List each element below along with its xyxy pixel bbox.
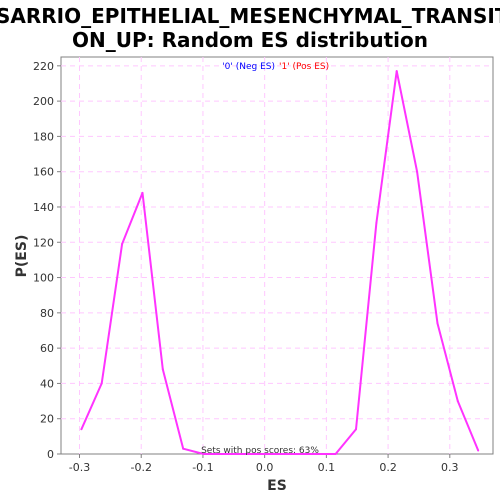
data-point bbox=[334, 453, 337, 455]
data-point bbox=[80, 428, 83, 431]
data-point bbox=[284, 453, 287, 455]
data-point bbox=[395, 70, 398, 73]
data-point bbox=[456, 400, 459, 403]
y-axis-label: P(ES) bbox=[14, 235, 30, 278]
x-tick-label: -0.1 bbox=[192, 461, 213, 474]
data-point bbox=[436, 322, 439, 325]
y-tick-label: 180 bbox=[33, 130, 54, 143]
data-point bbox=[354, 428, 357, 431]
data-point bbox=[141, 191, 144, 194]
y-tick-label: 220 bbox=[33, 60, 54, 73]
chart-title-line-2: ON_UP: Random ES distribution bbox=[72, 28, 428, 52]
x-tick-label: -0.2 bbox=[130, 461, 151, 474]
data-point bbox=[202, 453, 205, 455]
y-tick-label: 0 bbox=[47, 448, 54, 461]
x-tick-label: 0.2 bbox=[379, 461, 397, 474]
grid-layer bbox=[61, 57, 493, 454]
data-point bbox=[100, 382, 103, 385]
y-tick-label: 80 bbox=[40, 307, 54, 320]
series-layer bbox=[80, 70, 480, 455]
y-tick-label: 20 bbox=[40, 413, 54, 426]
y-tick-label: 60 bbox=[40, 342, 54, 355]
data-point bbox=[304, 453, 307, 455]
x-tick-label: 0.1 bbox=[318, 461, 336, 474]
data-point bbox=[243, 453, 246, 455]
x-tick-label: -0.3 bbox=[69, 461, 90, 474]
data-point bbox=[263, 453, 266, 455]
data-point bbox=[182, 447, 185, 450]
y-tick-label: 160 bbox=[33, 166, 54, 179]
y-tick-label: 200 bbox=[33, 95, 54, 108]
data-point bbox=[324, 453, 327, 455]
x-tick-label: 0.0 bbox=[256, 461, 274, 474]
y-tick-label: 40 bbox=[40, 377, 54, 390]
data-point bbox=[161, 368, 164, 371]
legend-entry-neg-es: '0' (Neg ES) bbox=[222, 62, 275, 72]
pos-scores-annotation: Sets with pos scores: 63% bbox=[201, 446, 319, 456]
chart-title-line-1: SARRIO_EPITHELIAL_MESENCHYMAL_TRANSITI bbox=[0, 4, 500, 28]
data-point bbox=[375, 221, 378, 224]
y-tick-label: 100 bbox=[33, 272, 54, 285]
axis-layer: 0 20 40 60 80 100 120 140 160 180 200 220 -0.3 -0.2 -0… bbox=[33, 60, 459, 474]
data-point bbox=[222, 453, 225, 455]
data-point bbox=[416, 170, 419, 173]
x-axis-label: ES bbox=[267, 478, 287, 494]
y-tick-label: 120 bbox=[33, 236, 54, 249]
data-point bbox=[121, 243, 124, 246]
legend-entry-pos-es: '1' (Pos ES) bbox=[279, 62, 329, 72]
data-point bbox=[477, 449, 480, 452]
y-tick-label: 140 bbox=[33, 201, 54, 214]
x-tick-label: 0.3 bbox=[441, 461, 459, 474]
plot-area bbox=[60, 56, 494, 455]
